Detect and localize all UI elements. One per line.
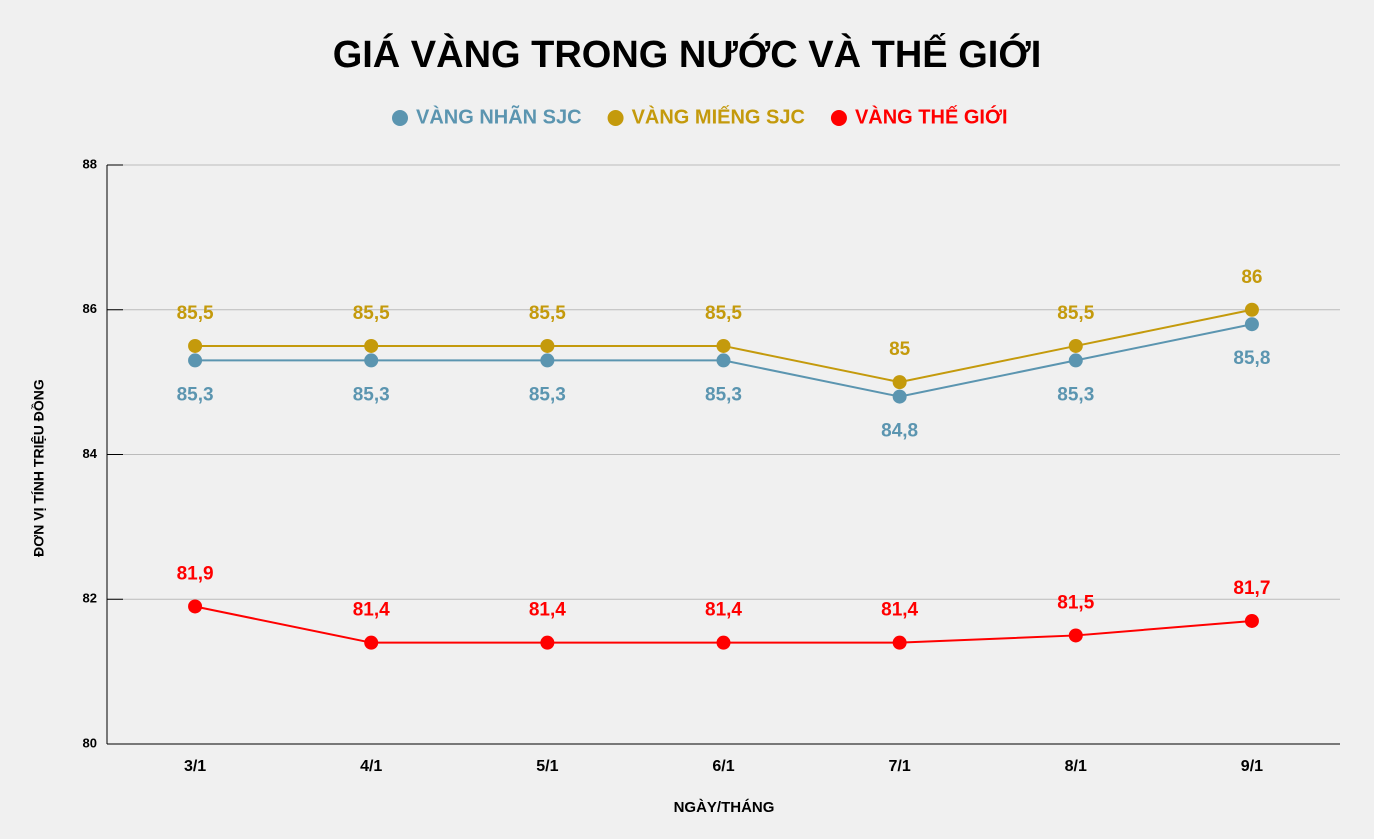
data-label: 84,8: [881, 421, 918, 442]
legend: VÀNG NHÃN SJC VÀNG MIẾNG SJC VÀNG THẾ GIỚI: [392, 104, 1008, 128]
y-tick-label: 84: [83, 446, 98, 461]
data-label: 85,3: [529, 384, 566, 405]
data-label: 85,5: [1057, 303, 1094, 324]
data-point: [188, 599, 203, 614]
x-tick-label: 7/1: [889, 758, 911, 775]
data-point: [1068, 628, 1083, 643]
data-label: 81,5: [1057, 592, 1094, 613]
data-label: 85,5: [529, 303, 566, 324]
x-tick-label: 9/1: [1241, 758, 1263, 775]
data-label: 85,5: [177, 303, 214, 324]
y-tick-label: 82: [83, 591, 97, 606]
data-point: [540, 338, 555, 353]
data-point: [1244, 317, 1259, 332]
data-point: [716, 635, 731, 650]
data-label: 85,5: [353, 303, 390, 324]
x-tick-label: 3/1: [184, 758, 206, 775]
x-tick-label: 5/1: [536, 758, 558, 775]
legend-label: VÀNG MIẾNG SJC: [632, 105, 805, 128]
data-label: 85: [889, 339, 911, 360]
data-label: 81,4: [705, 600, 742, 621]
y-tick-label: 86: [83, 301, 97, 316]
data-point: [1244, 613, 1259, 628]
legend-marker: [392, 110, 408, 126]
data-label: 81,7: [1233, 578, 1270, 599]
legend-label: VÀNG NHÃN SJC: [416, 105, 582, 128]
data-point: [892, 389, 907, 404]
data-label: 81,9: [177, 564, 214, 585]
data-label: 85,3: [353, 384, 390, 405]
data-label: 81,4: [353, 600, 390, 621]
x-tick-label: 4/1: [360, 758, 382, 775]
data-label: 85,3: [705, 384, 742, 405]
data-point: [188, 353, 203, 368]
data-point: [716, 338, 731, 353]
data-point: [540, 635, 555, 650]
legend-marker: [830, 110, 847, 126]
y-tick-label: 80: [83, 735, 97, 750]
data-point: [716, 353, 731, 368]
data-point: [1068, 353, 1083, 368]
data-label: 85,5: [705, 303, 742, 324]
data-label: 85,3: [177, 384, 214, 405]
data-point: [188, 338, 203, 353]
data-label: 86: [1241, 267, 1262, 288]
data-point: [364, 338, 379, 353]
chart-title: GIÁ VÀNG TRONG NƯỚC VÀ THẾ GIỚI: [333, 32, 1042, 76]
data-point: [892, 635, 907, 650]
data-point: [892, 375, 907, 390]
data-point: [1244, 302, 1259, 317]
data-label: 81,4: [881, 600, 918, 621]
data-label: 81,4: [529, 600, 566, 621]
data-point: [540, 353, 555, 368]
data-point: [364, 635, 379, 650]
data-label: 85,8: [1233, 348, 1270, 369]
legend-label: VÀNG THẾ GIỚI: [855, 104, 1008, 128]
x-tick-label: 8/1: [1065, 758, 1087, 775]
y-axis-label: ĐƠN VỊ TÍNH TRIỆU ĐỒNG: [30, 379, 47, 557]
x-axis-label: NGÀY/THÁNG: [674, 799, 775, 816]
y-tick-label: 88: [83, 156, 97, 171]
data-label: 85,3: [1057, 384, 1094, 405]
x-tick-label: 6/1: [712, 758, 734, 775]
data-point: [364, 353, 379, 368]
data-point: [1068, 338, 1083, 353]
legend-marker: [607, 110, 624, 126]
